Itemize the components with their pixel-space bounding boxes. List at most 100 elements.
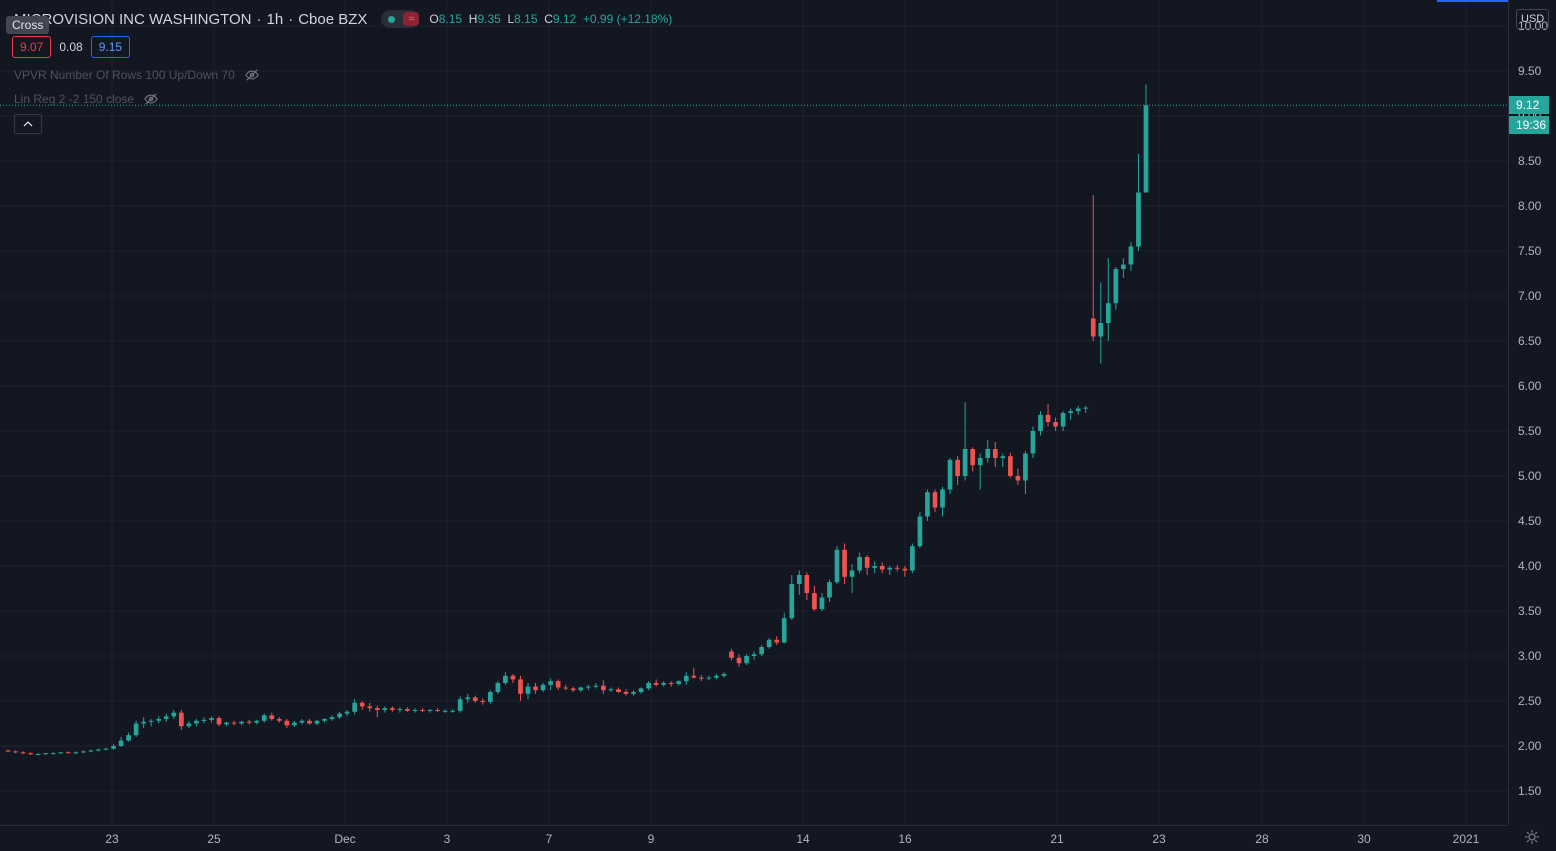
- price-tick-label: 2.00: [1518, 739, 1542, 753]
- interval-label[interactable]: 1h: [266, 10, 284, 28]
- candle: [585, 684, 591, 691]
- last-price-tag: 9.12: [1509, 96, 1549, 115]
- candle: [88, 749, 94, 753]
- candle: [442, 709, 448, 713]
- candle: [43, 753, 49, 755]
- candle-body: [179, 712, 184, 727]
- candle: [1030, 426, 1036, 458]
- eye-off-icon[interactable]: [144, 92, 158, 106]
- time-tick-label: 9: [647, 832, 655, 846]
- candle: [533, 683, 538, 694]
- time-axis[interactable]: 23 25 Dec 3 7 9 14 16 21 23 28 30 2021: [0, 825, 1508, 851]
- chart-area[interactable]: MICROVISION INC WASHINGTON · 1h · Cboe B…: [0, 0, 1513, 825]
- price-tick-label: 4.00: [1518, 559, 1542, 573]
- symbol-name[interactable]: MICROVISION INC WASHINGTON: [14, 10, 252, 28]
- candle: [1008, 452, 1013, 478]
- currency-badge[interactable]: USD: [1516, 9, 1550, 29]
- candle-body: [902, 568, 908, 571]
- candle: [601, 680, 606, 694]
- candle-body: [1053, 422, 1058, 427]
- cursor-tooltip: Cross: [6, 16, 50, 34]
- candle-body: [1083, 407, 1089, 409]
- candle: [1060, 411, 1066, 431]
- candle: [774, 636, 780, 646]
- candle-body: [781, 618, 787, 643]
- candle-body: [390, 708, 395, 710]
- market-status[interactable]: ≈: [381, 10, 420, 28]
- candle-body: [367, 706, 373, 709]
- candle: [292, 720, 297, 728]
- candle: [337, 711, 342, 719]
- candle: [65, 751, 71, 754]
- candle-body: [699, 677, 704, 679]
- candle-body: [910, 546, 915, 571]
- time-tick-label: 28: [1255, 832, 1269, 846]
- candle-body: [276, 719, 282, 721]
- candle: [1083, 405, 1089, 413]
- candle-body: [126, 735, 131, 741]
- price-tick-label: 8.00: [1518, 199, 1542, 213]
- candle-body: [812, 593, 817, 610]
- candle-body: [133, 723, 139, 736]
- candle: [570, 686, 576, 692]
- candle: [796, 570, 802, 595]
- time-tick-label: 30: [1357, 832, 1371, 846]
- candle-body: [58, 752, 64, 754]
- candle-body: [804, 575, 810, 593]
- price-tick-label: 7.00: [1518, 289, 1542, 303]
- change-value: +0.99 (+12.18%): [582, 12, 673, 26]
- candle: [804, 572, 810, 601]
- candle: [1090, 195, 1096, 341]
- ask-price[interactable]: 9.15: [90, 36, 131, 58]
- candle: [631, 690, 636, 696]
- indicator-vpvr[interactable]: VPVR Number Of Rows 100 Up/Down 70: [14, 68, 259, 82]
- candle-body: [955, 459, 960, 476]
- candle-body: [96, 749, 101, 751]
- candle: [148, 719, 154, 727]
- candle-body: [759, 647, 764, 655]
- candle: [910, 543, 915, 574]
- candle-body: [533, 686, 538, 691]
- price-axis[interactable]: 10.009.509.008.508.007.507.006.506.005.5…: [1508, 0, 1556, 825]
- candle: [992, 441, 998, 467]
- candle: [555, 679, 561, 691]
- bid-price[interactable]: 9.07: [12, 36, 52, 58]
- candle: [970, 447, 975, 472]
- candle: [510, 674, 516, 683]
- candle-body: [239, 721, 244, 724]
- candle-body: [962, 449, 968, 476]
- gear-icon[interactable]: [1524, 829, 1540, 845]
- candle: [1128, 242, 1134, 271]
- candle-body: [638, 688, 644, 692]
- eye-off-icon[interactable]: [245, 68, 259, 82]
- candle: [879, 562, 885, 574]
- candle: [781, 612, 787, 644]
- candle: [706, 675, 712, 681]
- candle-body: [977, 458, 983, 466]
- candle: [284, 719, 290, 728]
- candle-body: [879, 566, 885, 570]
- indicator-linreg[interactable]: Lin Reg 2 -2 150 close: [14, 92, 158, 106]
- candle-body: [706, 677, 712, 679]
- candle-body: [337, 713, 342, 718]
- price-tick-label: 2.50: [1518, 694, 1542, 708]
- collapse-indicators-button[interactable]: [14, 114, 42, 134]
- indicator-label: Lin Reg 2 -2 150 close: [14, 92, 135, 106]
- candle-body: [849, 570, 855, 577]
- candlestick-plot[interactable]: [0, 0, 1508, 825]
- candle-body: [1113, 269, 1119, 304]
- candle-body: [171, 712, 177, 717]
- candle-body: [548, 681, 553, 685]
- candle: [246, 719, 252, 725]
- candle-body: [480, 701, 486, 702]
- candle: [1023, 450, 1028, 494]
- candle-body: [1000, 456, 1006, 458]
- candle: [307, 719, 312, 725]
- candle: [751, 651, 757, 660]
- candle: [465, 693, 471, 703]
- candle-body: [299, 720, 305, 723]
- price-tick-label: 7.50: [1518, 244, 1542, 258]
- candle: [812, 585, 817, 611]
- time-tick-label: 23: [105, 832, 119, 846]
- candle-body: [1121, 264, 1126, 269]
